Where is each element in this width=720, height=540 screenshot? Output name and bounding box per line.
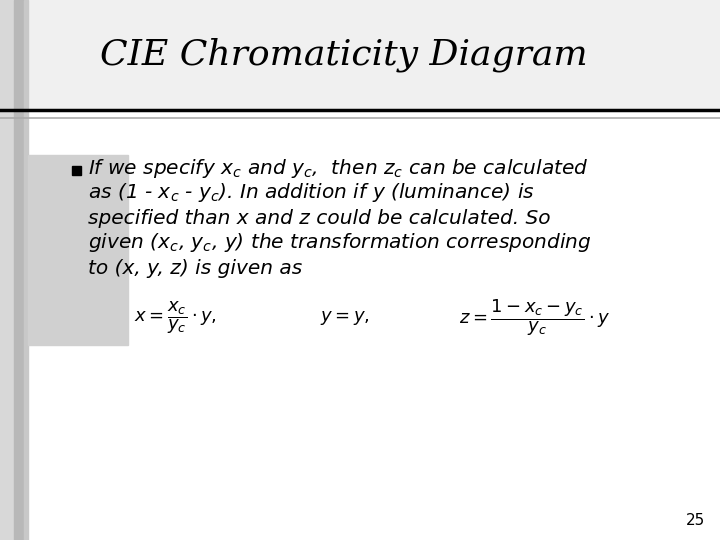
Text: to (x, y, z) is given as: to (x, y, z) is given as — [88, 259, 302, 278]
Bar — [0, 0, 14, 540]
Text: 25: 25 — [685, 513, 705, 528]
Bar — [14, 0, 24, 540]
Bar — [24, 0, 28, 540]
Text: as (1 - x$_c$ - y$_c$). In addition if y (luminance) is: as (1 - x$_c$ - y$_c$). In addition if y… — [88, 181, 535, 205]
Bar — [28, 155, 128, 345]
Text: given (x$_c$, y$_c$, y) the transformation corresponding: given (x$_c$, y$_c$, y) the transformati… — [88, 232, 592, 254]
Text: If we specify x$_c$ and y$_c$,  then z$_c$ can be calculated: If we specify x$_c$ and y$_c$, then z$_c… — [88, 157, 588, 179]
Text: $z = \dfrac{1-x_c - y_c}{y_c} \cdot y$: $z = \dfrac{1-x_c - y_c}{y_c} \cdot y$ — [459, 298, 611, 339]
Text: specified than x and z could be calculated. So: specified than x and z could be calculat… — [88, 208, 551, 227]
Bar — [0, 0, 720, 110]
Text: $x = \dfrac{x_c}{y_c} \cdot y,$: $x = \dfrac{x_c}{y_c} \cdot y,$ — [133, 300, 217, 336]
Text: CIE Chromaticity Diagram: CIE Chromaticity Diagram — [100, 38, 588, 72]
Bar — [72, 165, 81, 174]
Text: $y = y,$: $y = y,$ — [320, 309, 370, 327]
